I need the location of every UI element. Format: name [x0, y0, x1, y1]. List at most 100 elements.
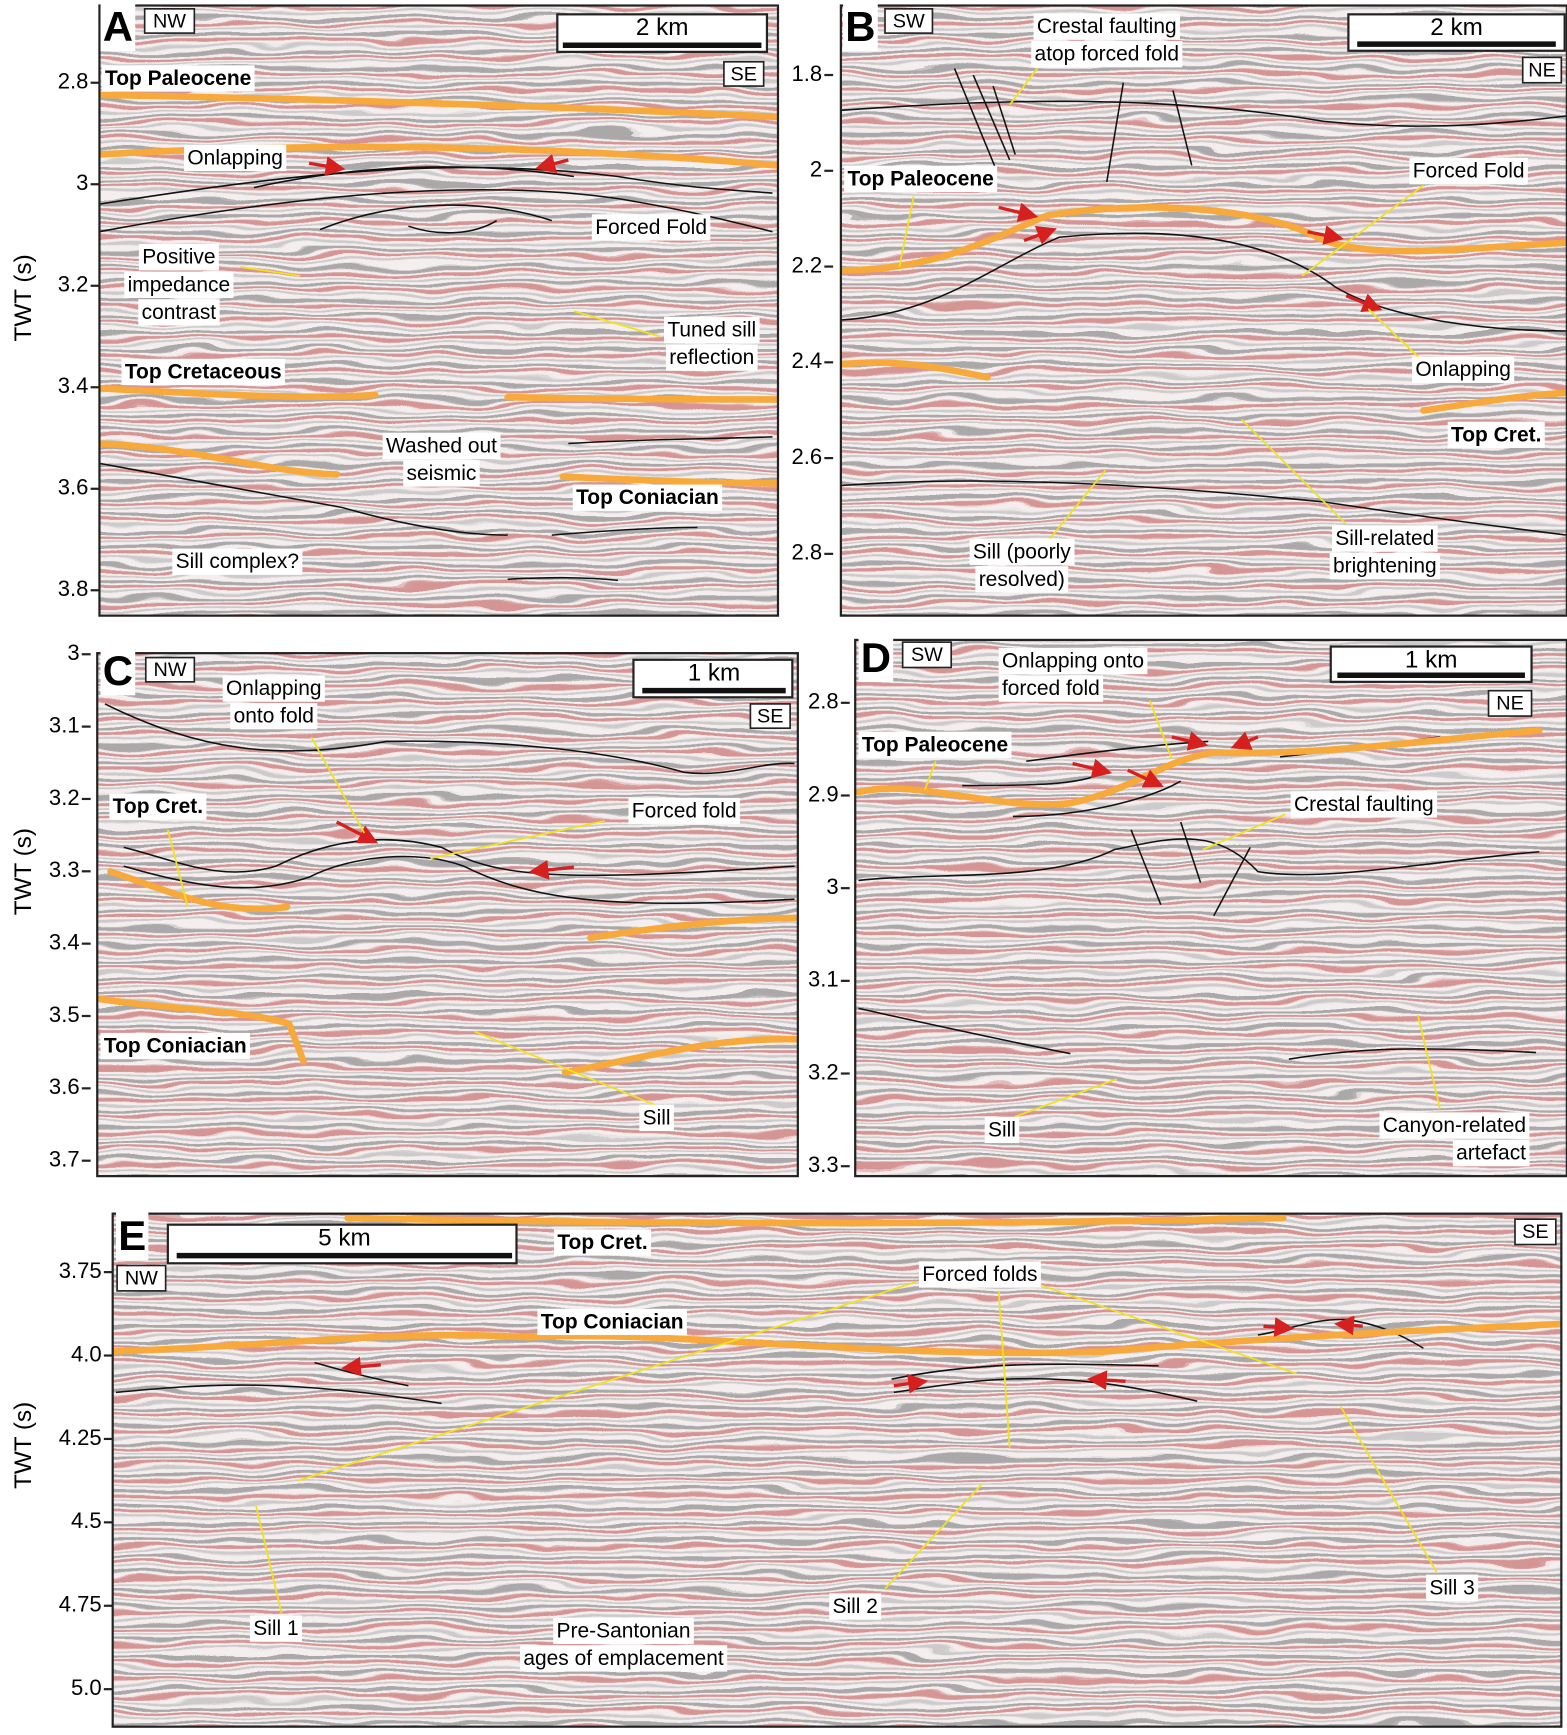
tick-label: 3.75	[59, 1258, 102, 1283]
panel: 33.13.23.33.43.53.63.7TWT (s)CNWSE1 kmOn…	[10, 631, 820, 1198]
tick-label: 3.8	[58, 576, 89, 601]
annotation: Sill 3	[1429, 1576, 1474, 1599]
tick-label: 3.6	[49, 1074, 80, 1099]
orientation-label: NW	[154, 659, 187, 681]
annotation: Sill	[988, 1118, 1016, 1141]
horizon-label: Top Paleocene	[105, 67, 251, 90]
annotation: Sill (poorly	[973, 540, 1071, 563]
seismic-texture	[833, 618, 1567, 1198]
seismic-section	[91, 1192, 1567, 1730]
annotation: ages of emplacement	[523, 1647, 724, 1670]
annotation: Crestal faulting	[1294, 793, 1434, 816]
tick-label: 3.7	[49, 1147, 80, 1172]
onlap-arrow	[1337, 1324, 1362, 1326]
horizon-label: Top Cret.	[113, 795, 203, 818]
orientation-label: NW	[153, 10, 186, 32]
tick-label: 3.3	[49, 857, 80, 882]
seismic-section	[833, 618, 1567, 1198]
tick-label: 3.1	[808, 967, 839, 992]
scale-label: 5 km	[318, 1224, 371, 1251]
horizon-label: Top Paleocene	[862, 733, 1008, 756]
horizon-label: Top Cret.	[1451, 423, 1541, 446]
onlap-arrow	[1263, 1326, 1291, 1328]
annotation: Forced fold	[632, 800, 737, 823]
tick-label: 3.1	[49, 712, 80, 737]
annotation: Canyon-related	[1383, 1114, 1526, 1137]
annotation: Crestal faulting	[1037, 15, 1177, 38]
seismic-section	[75, 631, 820, 1198]
annotation: impedance	[128, 273, 231, 296]
panel: 1.822.22.42.62.8BSWNE2 kmCrestal faultin…	[791, 0, 1567, 638]
annotation: Onlapping	[226, 677, 322, 700]
annotation: reflection	[669, 346, 754, 369]
panel-label: C	[103, 647, 133, 694]
panel: 2.82.933.13.23.3DSWNE1 kmOnlapping ontof…	[808, 618, 1567, 1198]
annotation: forced fold	[1002, 677, 1100, 700]
tick-label: 4.75	[59, 1592, 102, 1617]
tick-label: 3.4	[49, 929, 80, 954]
axis-title: TWT (s)	[10, 828, 37, 915]
horizon-label: Top Cretaceous	[125, 360, 282, 383]
tick-label: 2.2	[791, 252, 822, 277]
annotation: brightening	[1333, 555, 1437, 578]
orientation-label: SW	[893, 10, 925, 32]
annotation: onto fold	[234, 705, 314, 728]
horizon-label: Top Coniacian	[104, 1035, 247, 1058]
tick-label: 1.8	[791, 61, 822, 86]
annotation: Tuned sill	[667, 319, 756, 342]
horizon-label: Top Coniacian	[576, 486, 719, 509]
tick-label: 3.5	[49, 1002, 80, 1027]
tick-label: 3	[76, 170, 88, 195]
horizon-label: Top Paleocene	[847, 167, 993, 190]
orientation-label: SW	[911, 644, 943, 666]
tick-label: 3.6	[58, 475, 89, 500]
annotation: Sill 1	[253, 1617, 298, 1640]
page: {"panels":[ {"label":"A","orientation_le…	[0, 0, 1567, 1730]
tick-label: 4.25	[59, 1425, 102, 1450]
panel-label: D	[861, 634, 891, 681]
panel-label: A	[103, 3, 133, 50]
axis-title: TWT (s)	[10, 254, 37, 341]
scale-label: 1 km	[688, 660, 741, 687]
seismic-section	[819, 0, 1567, 638]
tick-label: 2.9	[808, 781, 839, 806]
onlap-arrow	[1090, 1379, 1125, 1381]
panel-label: B	[845, 3, 875, 50]
annotation: Sill complex?	[176, 550, 299, 573]
annotation: resolved)	[979, 568, 1065, 591]
tick-label: 2.4	[791, 348, 822, 373]
scale-label: 1 km	[1405, 646, 1458, 673]
tick-label: 3.2	[49, 785, 80, 810]
panels: 2.8 3 3.2 3.4 3.6 3.8 TWT (s) A NW SE 2 km Top Pale…	[10, 0, 1567, 1730]
scale-label: 2 km	[636, 14, 689, 41]
tick-label: 3.2	[58, 272, 89, 297]
axis-title: TWT (s)	[10, 1402, 37, 1489]
panel: 3.75 4.0 4.25 4.5 4.75 5.0 TWT (s) E NW SE 5 km Top…	[10, 1192, 1567, 1730]
tick-label: 2.6	[791, 444, 822, 469]
annotation: Pre-Santonian	[557, 1619, 691, 1642]
orientation-label: SE	[757, 705, 783, 727]
tick-label: 4.0	[71, 1341, 102, 1366]
annotation: artefact	[1456, 1142, 1526, 1165]
annotation: Washed out	[386, 434, 497, 457]
orientation-label: NW	[125, 1268, 158, 1290]
annotation: contrast	[142, 301, 217, 324]
tick-label: 2	[810, 157, 822, 182]
horizon	[508, 397, 778, 399]
panel-label: E	[118, 1212, 146, 1259]
orientation-label: SE	[1522, 1221, 1548, 1243]
annotation: Onlapping	[187, 146, 283, 169]
annotation: Onlapping	[1415, 358, 1511, 381]
tick-label: 2.8	[808, 689, 839, 714]
annotation: Forced Fold	[595, 216, 707, 239]
horizon-label: Top Cret.	[557, 1231, 647, 1254]
annotation: atop forced fold	[1035, 43, 1179, 66]
tick-label: 4.5	[71, 1508, 102, 1533]
annotation: Onlapping onto	[1002, 650, 1144, 673]
tick-label: 3.3	[808, 1152, 839, 1177]
tick-label: 3	[826, 874, 838, 899]
scale-label: 2 km	[1430, 14, 1483, 41]
seismic-texture	[819, 0, 1567, 638]
tick-label: 5.0	[71, 1675, 102, 1700]
orientation-label: NE	[1528, 59, 1556, 81]
